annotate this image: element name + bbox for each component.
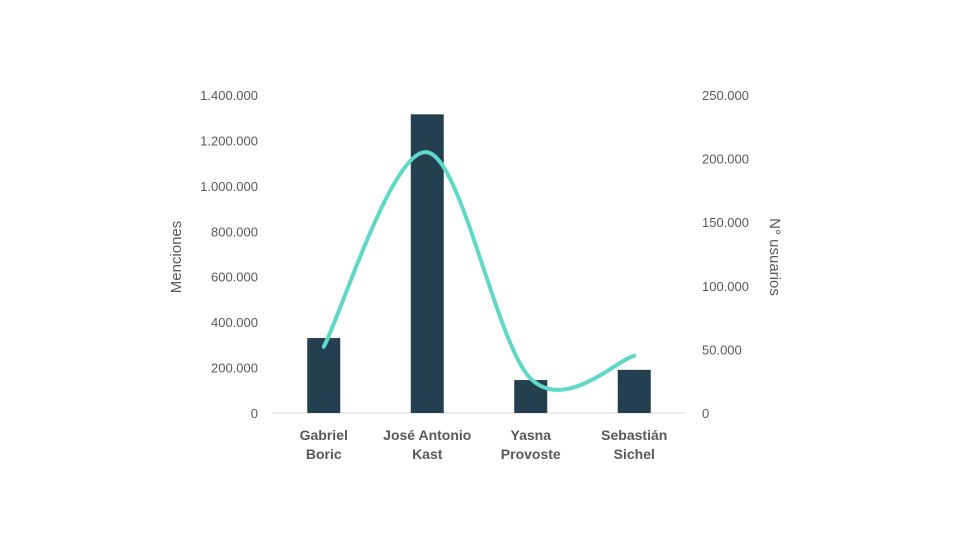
left-axis-ticks: 0 200.000 400.000 600.000 800.000 1.000.000 1.…	[200, 88, 258, 421]
category-label: Gabriel	[300, 427, 348, 443]
y-tick-label: 1.400.000	[200, 88, 258, 103]
y-right-tick-label: 150.000	[702, 215, 749, 230]
users-line	[321, 150, 637, 392]
y-right-tick-label: 200.000	[702, 152, 749, 167]
y-right-tick-label: 250.000	[702, 88, 749, 103]
bar	[307, 338, 341, 413]
bar-series	[307, 114, 651, 414]
category-label: José Antonio	[383, 427, 471, 443]
y-right-tick-label: 100.000	[702, 279, 749, 294]
y-right-tick-label: 0	[702, 406, 709, 421]
category-label: Sebastián	[601, 427, 667, 443]
y-tick-label: 200.000	[211, 361, 258, 376]
category-label: Provoste	[501, 446, 561, 462]
y-right-tick-label: 50.000	[702, 342, 742, 357]
bar	[410, 114, 444, 414]
y-tick-label: 400.000	[211, 315, 258, 330]
right-axis-ticks: 0 50.000 100.000 150.000 200.000 250.000	[702, 88, 749, 421]
y-tick-label: 0	[251, 406, 258, 421]
category-label: Sichel	[614, 446, 655, 462]
y-tick-label: 600.000	[211, 270, 258, 285]
category-labels: Gabriel Boric José Antonio Kast Yasna Provost…	[300, 427, 668, 462]
y-tick-label: 800.000	[211, 224, 258, 239]
y-tick-label: 1.200.000	[200, 133, 258, 148]
bar	[617, 369, 651, 413]
y-axis-title: Menciones	[168, 221, 185, 294]
y-axis-right-title: N° usuarios	[766, 218, 783, 296]
category-label: Kast	[412, 446, 443, 462]
y-tick-label: 1.000.000	[200, 179, 258, 194]
category-label: Yasna	[511, 427, 552, 443]
category-label: Boric	[306, 446, 342, 462]
